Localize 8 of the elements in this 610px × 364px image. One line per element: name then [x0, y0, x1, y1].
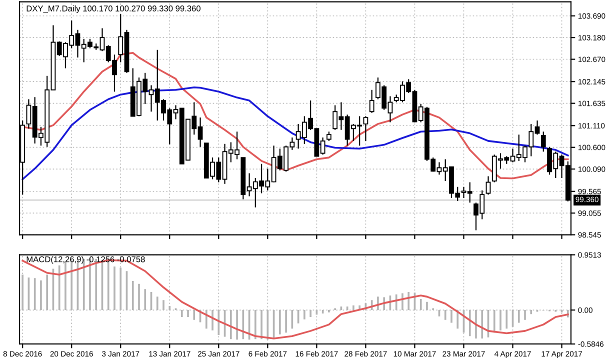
candlestick [540, 131, 546, 152]
chart-title: MACD(12,26,9) -0.1256 -0.0758 [26, 256, 145, 264]
chart-title: DXY_M7.Daily 100.170 100.270 99.330 99.360 [26, 5, 200, 14]
line-series [22, 86, 569, 180]
candlestick [486, 176, 491, 196]
candlestick [326, 131, 332, 142]
candlestick [363, 116, 368, 142]
candlestick [369, 89, 374, 114]
